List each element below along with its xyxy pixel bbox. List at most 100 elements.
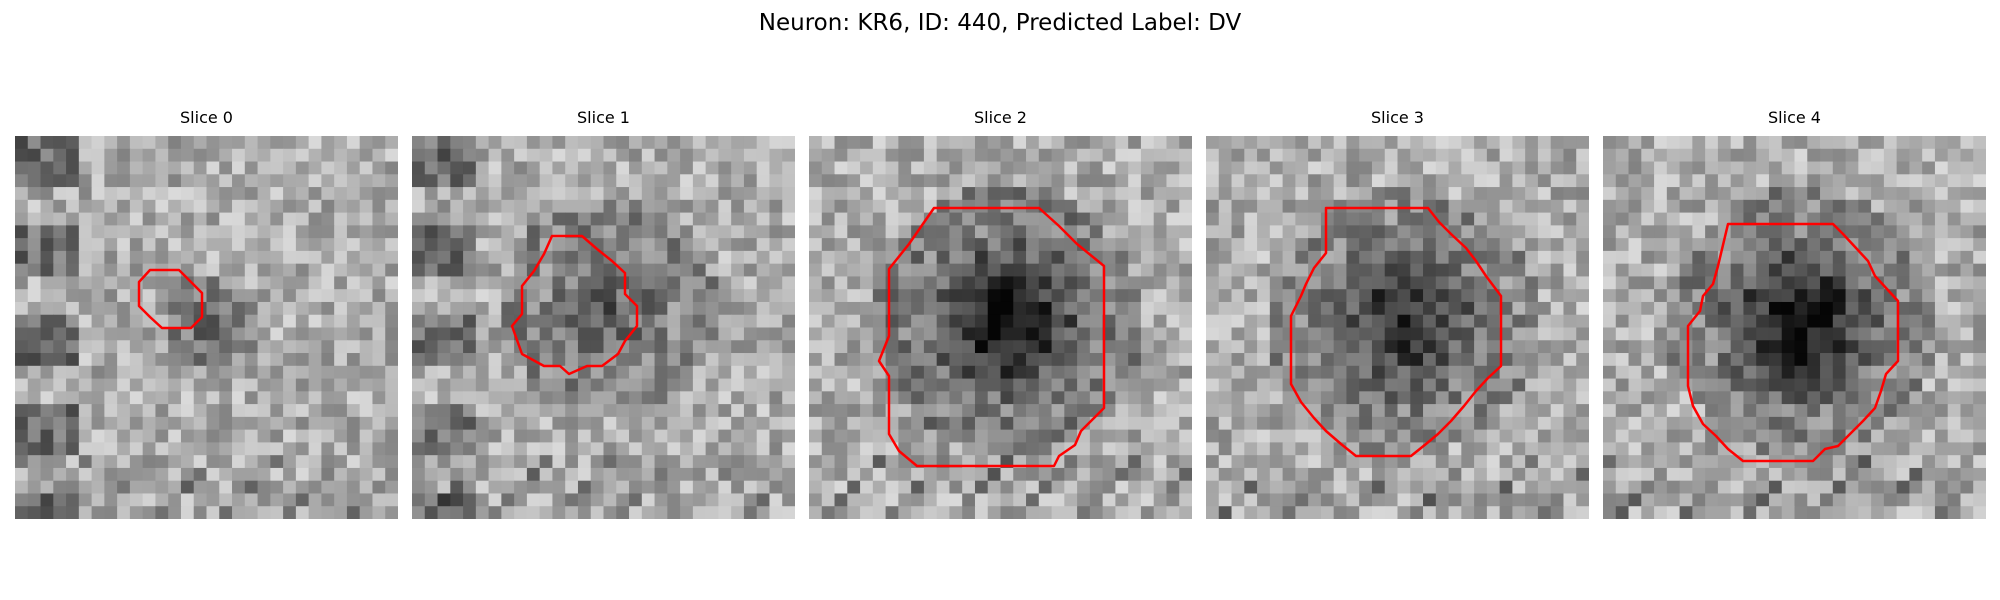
- image-pixel: [180, 187, 195, 201]
- image-pixel: [1820, 327, 1834, 341]
- image-pixel: [731, 327, 745, 341]
- image-pixel: [834, 442, 848, 456]
- image-pixel: [680, 174, 694, 188]
- image-pixel: [590, 442, 604, 456]
- image-pixel: [385, 467, 398, 482]
- image-pixel: [1743, 263, 1757, 277]
- image-pixel: [1705, 289, 1719, 303]
- image-pixel: [705, 378, 719, 392]
- image-pixel: [257, 455, 271, 469]
- image-pixel: [1206, 301, 1220, 316]
- image-pixel: [244, 442, 259, 456]
- image-pixel: [1257, 404, 1271, 418]
- image-pixel: [885, 391, 899, 405]
- image-pixel: [1909, 161, 1923, 175]
- image-pixel: [629, 136, 643, 150]
- image-pixel: [270, 480, 284, 494]
- image-pixel: [1679, 467, 1693, 482]
- image-pixel: [257, 314, 271, 328]
- image-pixel: [270, 314, 284, 328]
- image-pixel: [295, 314, 310, 328]
- image-pixel: [847, 493, 861, 507]
- image-pixel: [1026, 378, 1040, 392]
- image-pixel: [1654, 136, 1668, 150]
- image-pixel: [692, 340, 707, 354]
- image-pixel: [974, 187, 989, 201]
- image-pixel: [321, 148, 335, 163]
- image-pixel: [1026, 404, 1040, 418]
- image-pixel: [962, 467, 976, 482]
- image-pixel: [577, 187, 592, 201]
- image-pixel: [412, 174, 426, 188]
- image-pixel: [295, 391, 310, 405]
- image-pixel: [1768, 480, 1783, 494]
- image-pixel: [743, 480, 758, 494]
- image-pixel: [334, 467, 348, 482]
- image-pixel: [936, 429, 950, 443]
- image-pixel: [654, 480, 668, 494]
- image-pixel: [1883, 442, 1898, 456]
- image-pixel: [1448, 289, 1462, 303]
- image-pixel: [1845, 467, 1859, 482]
- image-pixel: [1896, 467, 1910, 482]
- image-pixel: [27, 161, 42, 175]
- image-pixel: [743, 455, 758, 469]
- image-pixel: [1922, 148, 1936, 163]
- image-pixel: [308, 493, 322, 507]
- image-pixel: [616, 276, 630, 290]
- image-pixel: [1231, 404, 1245, 418]
- image-pixel: [1282, 250, 1296, 265]
- image-pixel: [321, 225, 335, 239]
- image-pixel: [1641, 391, 1655, 405]
- image-pixel: [15, 225, 29, 239]
- image-pixel: [1448, 442, 1462, 456]
- image-pixel: [1474, 187, 1488, 201]
- image-pixel: [1845, 289, 1859, 303]
- image-pixel: [962, 187, 976, 201]
- image-pixel: [1525, 148, 1539, 163]
- image-pixel: [1026, 353, 1040, 367]
- image-pixel: [1000, 365, 1014, 380]
- image-pixel: [1563, 289, 1577, 303]
- image-pixel: [756, 148, 770, 163]
- image-pixel: [743, 199, 758, 214]
- image-pixel: [1359, 314, 1373, 328]
- image-pixel: [847, 301, 861, 316]
- image-pixel: [155, 250, 169, 265]
- image-pixel: [1308, 442, 1322, 456]
- image-pixel: [1013, 301, 1027, 316]
- image-pixel: [27, 429, 42, 443]
- image-pixel: [718, 391, 732, 405]
- image-pixel: [117, 340, 131, 354]
- image-pixel: [1922, 442, 1936, 456]
- image-pixel: [1832, 199, 1847, 214]
- image-pixel: [501, 416, 515, 431]
- image-pixel: [308, 416, 322, 431]
- image-pixel: [372, 493, 386, 507]
- image-pixel: [1000, 225, 1014, 239]
- image-pixel: [270, 455, 284, 469]
- image-pixel: [782, 480, 795, 494]
- image-pixel: [692, 199, 707, 214]
- image-pixel: [1320, 506, 1335, 519]
- image-pixel: [987, 161, 1001, 175]
- image-pixel: [206, 340, 220, 354]
- image-pixel: [654, 301, 668, 316]
- slice-image: [412, 136, 795, 519]
- image-pixel: [488, 416, 502, 431]
- image-pixel: [270, 187, 284, 201]
- image-pixel: [129, 506, 144, 519]
- image-pixel: [295, 225, 310, 239]
- image-pixel: [1128, 391, 1142, 405]
- image-pixel: [834, 276, 848, 290]
- image-pixel: [974, 493, 989, 507]
- image-pixel: [1089, 442, 1104, 456]
- image-pixel: [1435, 404, 1450, 418]
- image-pixel: [1244, 301, 1258, 316]
- image-pixel: [1973, 506, 1986, 519]
- image-pixel: [1654, 199, 1668, 214]
- image-pixel: [142, 250, 156, 265]
- image-pixel: [1089, 480, 1104, 494]
- image-pixel: [321, 187, 335, 201]
- image-pixel: [1410, 187, 1424, 201]
